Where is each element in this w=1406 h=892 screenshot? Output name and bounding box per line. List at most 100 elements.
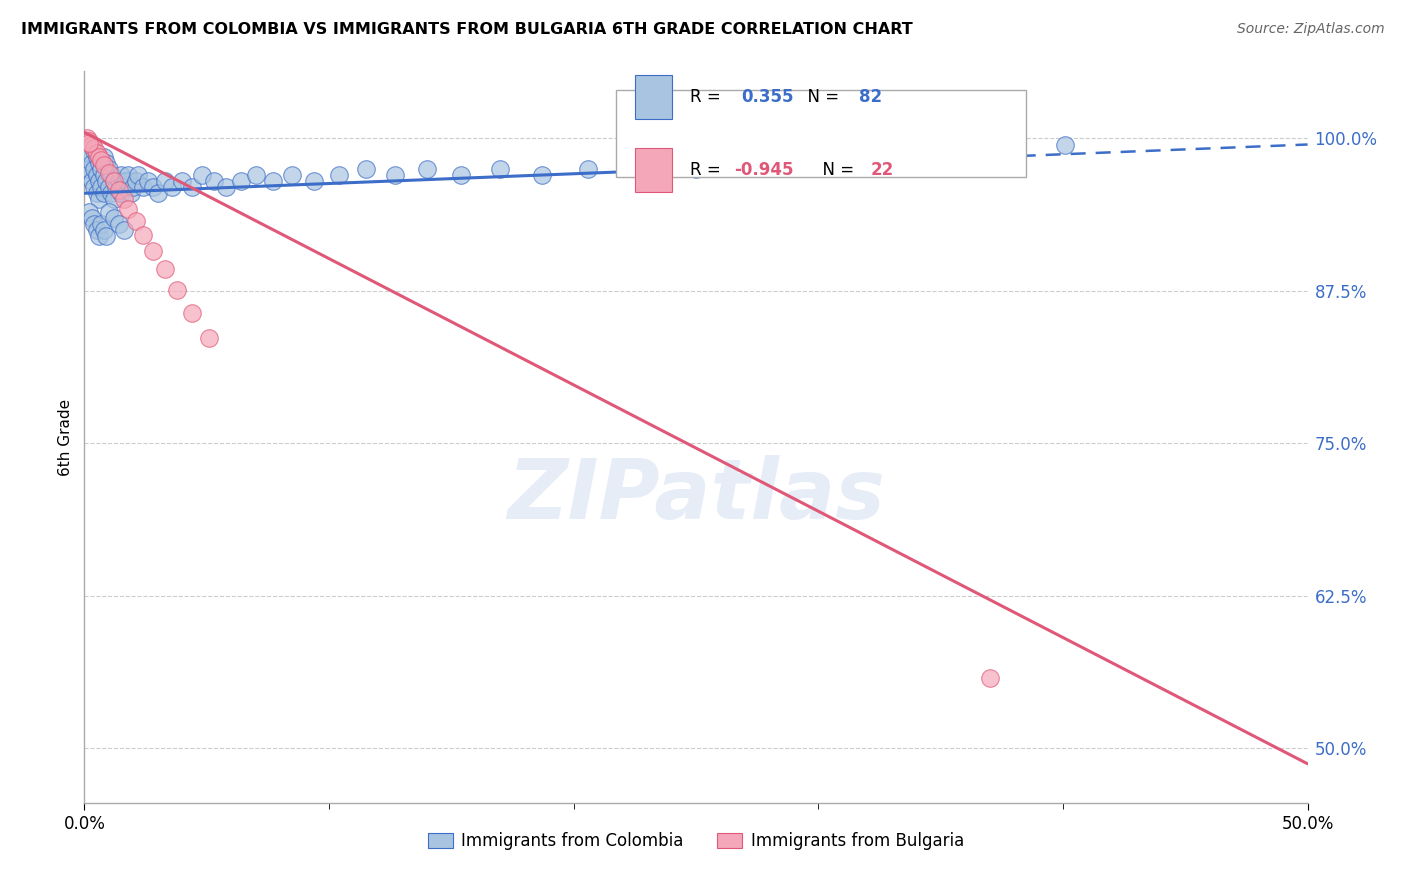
Point xyxy=(1054,137,1077,152)
Point xyxy=(87,174,110,188)
Point xyxy=(112,192,135,206)
Point xyxy=(83,217,105,231)
Point xyxy=(489,161,512,176)
Text: 82: 82 xyxy=(859,88,882,106)
Point xyxy=(93,150,115,164)
Point xyxy=(97,165,120,179)
Point xyxy=(90,217,112,231)
Text: N =: N = xyxy=(797,88,845,106)
Point xyxy=(86,168,108,182)
Point xyxy=(191,168,214,182)
Point xyxy=(530,168,553,182)
Point xyxy=(136,174,159,188)
Point xyxy=(105,180,128,194)
Text: IMMIGRANTS FROM COLOMBIA VS IMMIGRANTS FROM BULGARIA 6TH GRADE CORRELATION CHART: IMMIGRANTS FROM COLOMBIA VS IMMIGRANTS F… xyxy=(21,22,912,37)
Point xyxy=(77,134,100,148)
Point xyxy=(328,168,350,182)
Point xyxy=(747,155,769,169)
Point xyxy=(80,137,103,152)
Point xyxy=(262,174,284,188)
Point xyxy=(125,214,148,228)
Point xyxy=(103,192,125,206)
Point xyxy=(153,261,176,276)
Point xyxy=(83,180,105,194)
Point xyxy=(628,155,651,169)
Point xyxy=(215,180,238,194)
Point xyxy=(93,223,115,237)
Point xyxy=(281,168,304,182)
Point xyxy=(112,180,135,194)
Text: ZIPatlas: ZIPatlas xyxy=(508,455,884,536)
FancyBboxPatch shape xyxy=(616,90,1026,178)
Point xyxy=(127,168,149,182)
Point xyxy=(87,228,110,243)
Point xyxy=(117,202,139,216)
Point xyxy=(80,155,103,169)
Text: 22: 22 xyxy=(870,161,894,179)
Point xyxy=(685,161,707,176)
Point xyxy=(87,150,110,164)
Point xyxy=(229,174,252,188)
Point xyxy=(162,180,184,194)
Point xyxy=(132,227,155,242)
Point xyxy=(97,204,120,219)
Point xyxy=(132,180,155,194)
Point xyxy=(103,174,125,188)
Point xyxy=(83,161,105,176)
Legend: Immigrants from Colombia, Immigrants from Bulgaria: Immigrants from Colombia, Immigrants fro… xyxy=(422,825,970,856)
Point xyxy=(198,331,221,345)
Point xyxy=(966,144,988,158)
Text: R =: R = xyxy=(690,161,725,179)
Point xyxy=(103,174,125,188)
FancyBboxPatch shape xyxy=(636,148,672,192)
Point xyxy=(97,161,120,176)
Point xyxy=(96,174,118,188)
Point xyxy=(979,672,1001,686)
Point xyxy=(146,186,169,201)
Point xyxy=(100,186,122,201)
Point xyxy=(86,223,108,237)
FancyBboxPatch shape xyxy=(636,75,672,119)
Point xyxy=(96,228,118,243)
Point xyxy=(181,306,204,320)
Point xyxy=(80,211,103,225)
Point xyxy=(80,137,103,152)
Text: R =: R = xyxy=(690,88,731,106)
Point xyxy=(450,168,472,182)
Point xyxy=(112,223,135,237)
Point xyxy=(142,244,165,258)
Point xyxy=(90,153,112,168)
Point xyxy=(90,161,112,176)
Point xyxy=(107,174,129,188)
Point xyxy=(77,204,100,219)
Point xyxy=(384,168,406,182)
Point xyxy=(110,168,132,182)
Point xyxy=(80,174,103,188)
Point xyxy=(93,168,115,182)
Point xyxy=(100,168,122,182)
Point xyxy=(166,283,188,297)
Point xyxy=(76,168,98,182)
Point xyxy=(93,158,115,172)
Point xyxy=(87,155,110,169)
Point xyxy=(83,141,105,155)
Point xyxy=(87,192,110,206)
Point xyxy=(107,217,129,231)
Point xyxy=(886,150,908,164)
Point xyxy=(103,211,125,225)
Point xyxy=(122,180,145,194)
Point xyxy=(245,168,267,182)
Point xyxy=(107,183,129,197)
Point xyxy=(354,161,377,176)
Point xyxy=(90,180,112,194)
Point xyxy=(811,150,834,164)
Y-axis label: 6th Grade: 6th Grade xyxy=(58,399,73,475)
Point xyxy=(304,174,326,188)
Text: 0.355: 0.355 xyxy=(741,88,794,106)
Point xyxy=(181,180,204,194)
Point xyxy=(97,180,120,194)
Point xyxy=(77,136,100,151)
Point xyxy=(86,146,108,161)
Point xyxy=(117,168,139,182)
Point xyxy=(76,131,98,145)
